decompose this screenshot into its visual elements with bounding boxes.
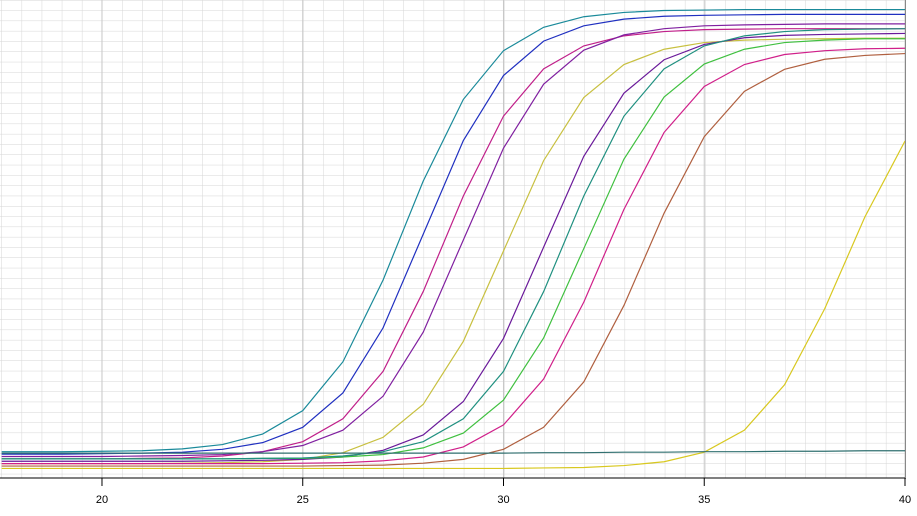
x-tick-label: 30 <box>497 494 509 506</box>
x-axis-ticks: 20 25 30 35 40 <box>96 478 911 506</box>
amplification-curve <box>1 23 905 458</box>
amplification-curve <box>1 52 905 467</box>
amplification-curve <box>1 140 905 470</box>
x-tick-label: 25 <box>297 494 309 506</box>
x-tick-label: 20 <box>96 494 108 506</box>
amplification-curve <box>1 32 905 462</box>
amplification-curve <box>1 8 905 453</box>
amplification-curve <box>1 450 905 454</box>
curves <box>1 8 905 470</box>
amplification-curve <box>1 28 905 460</box>
amplification-curve <box>1 47 905 465</box>
x-tick-label: 40 <box>899 494 911 506</box>
x-tick-label: 35 <box>698 494 710 506</box>
major-grid <box>101 0 906 478</box>
minor-grid <box>0 0 905 478</box>
